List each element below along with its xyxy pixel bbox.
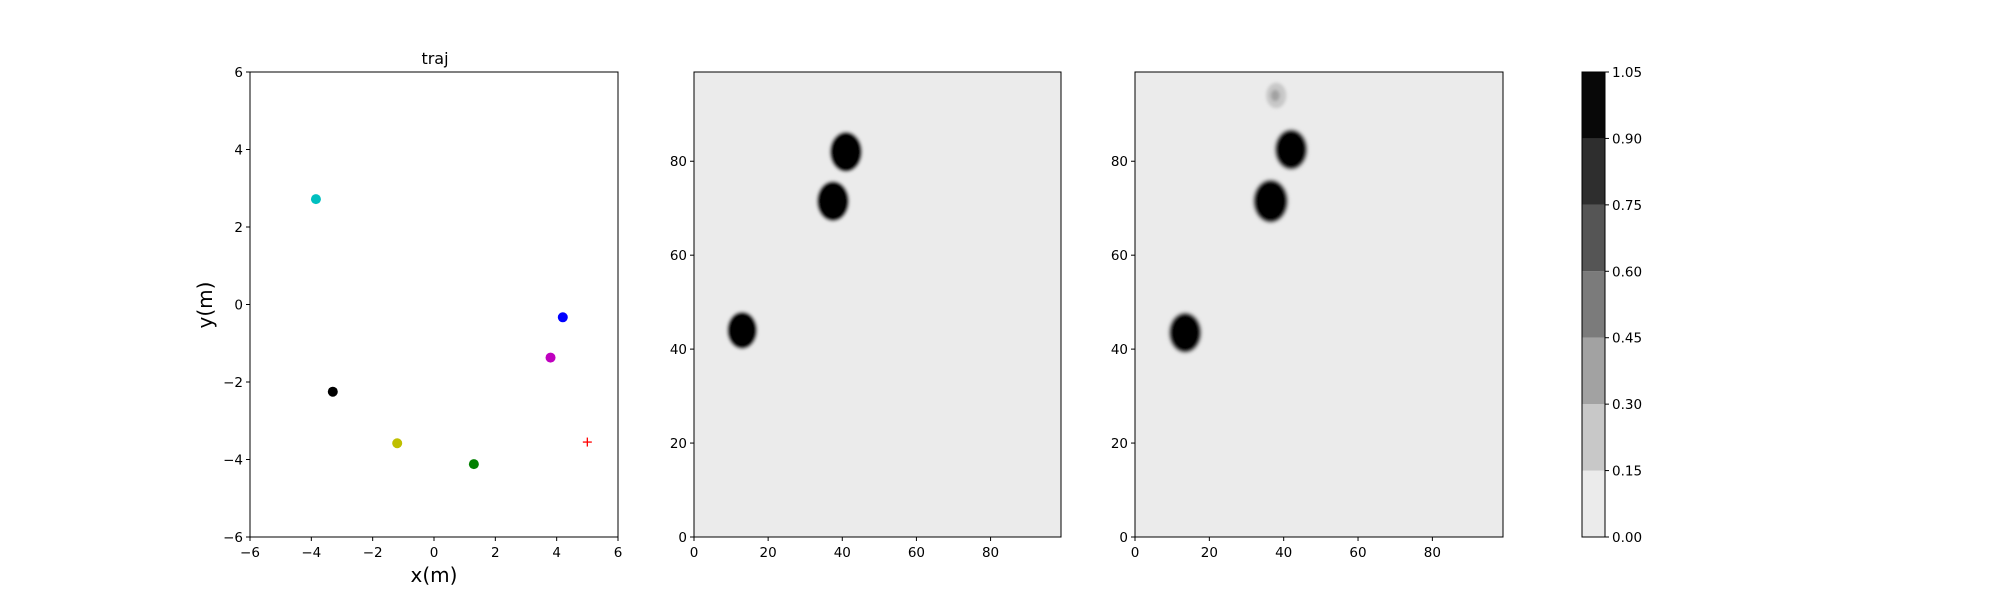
colorbar-segment — [1582, 72, 1605, 139]
traj-point — [310, 194, 321, 205]
heatmap-2-y-tick-label: 60 — [1111, 248, 1128, 264]
colorbar-tick-label: 0.15 — [1612, 464, 1642, 480]
heatmap-1-x-tick-label: 40 — [834, 545, 851, 561]
heatmap-2-blob — [1266, 82, 1287, 109]
traj-y-axis-label: y(m) — [193, 282, 217, 329]
heatmap-1-x-tick-label: 80 — [982, 545, 999, 561]
traj-y-tick-label: 6 — [234, 65, 243, 81]
heatmap-1-x-tick-label: 60 — [908, 545, 925, 561]
colorbar-tick-label: 0.45 — [1612, 331, 1642, 347]
heatmap-1-blob — [726, 310, 758, 350]
traj-x-tick-label: 0 — [430, 545, 439, 561]
colorbar-segment — [1582, 271, 1605, 338]
traj-y-tick-label: −6 — [223, 530, 243, 546]
heatmap-2-y-tick-label: 40 — [1111, 342, 1128, 358]
colorbar-tick-label: 1.05 — [1612, 65, 1642, 81]
traj-point — [392, 438, 403, 449]
heatmap-1-background — [694, 72, 1061, 537]
heatmap-1-blob — [829, 131, 863, 173]
colorbar-segment — [1582, 337, 1605, 405]
heatmap-2-axes-frame — [1134, 71, 1504, 538]
heatmap-panel-2: 0 20 40 60 80 0 20 40 60 80 — [1111, 71, 1504, 561]
traj-title: traj — [421, 49, 448, 68]
colorbar-tick-label: 0.90 — [1612, 131, 1642, 147]
colorbar-tick-label: 0.30 — [1612, 397, 1642, 413]
heatmap-1-x-tick-label: 0 — [690, 545, 699, 561]
heatmap-1-y-tick-label: 80 — [670, 154, 687, 170]
heatmap-2-blob — [1168, 311, 1203, 354]
traj-x-tick-label: 4 — [552, 545, 561, 561]
traj-y-tick-label: 2 — [234, 220, 243, 236]
traj-x-axis-label: x(m) — [411, 563, 458, 587]
heatmap-2-y-tick-label: 80 — [1111, 154, 1128, 170]
heatmap-1-blob — [816, 180, 850, 222]
colorbar-tick-label: 0.00 — [1612, 530, 1642, 546]
colorbar-tick-label: 0.60 — [1612, 264, 1642, 280]
traj-y-tick-label: −2 — [223, 375, 243, 391]
heatmap-2-y-tick-label: 20 — [1111, 436, 1128, 452]
heatmap-1-x-tick-label: 20 — [760, 545, 777, 561]
heatmap-2-blob — [1252, 178, 1289, 224]
heatmap-2-blob — [1274, 128, 1308, 171]
traj-plot-area — [250, 72, 618, 537]
traj-goal-marker — [582, 437, 592, 447]
colorbar-frame — [1581, 71, 1606, 538]
traj-panel: traj −6 −4 −2 0 2 4 6 −6 −4 −2 0 2 4 6 x(m) y(m) — [193, 49, 622, 587]
colorbar-segment — [1582, 404, 1605, 471]
heatmap-2-y-tick-label: 0 — [1119, 530, 1128, 546]
heatmap-panel-1: 0 20 40 60 80 0 20 40 60 80 — [670, 71, 1062, 561]
traj-x-tick-label: 2 — [491, 545, 500, 561]
traj-y-tick-label: 0 — [234, 298, 243, 314]
colorbar: 0.00 0.15 0.30 0.45 0.60 0.75 0.90 1.05 — [1581, 65, 1642, 546]
traj-x-tick-label: 6 — [614, 545, 623, 561]
heatmap-2-x-tick-label: 0 — [1131, 545, 1140, 561]
traj-y-tick-label: −4 — [223, 453, 243, 469]
traj-y-tick-label: 4 — [234, 143, 243, 159]
traj-x-tick-label: −4 — [301, 545, 321, 561]
traj-point — [545, 352, 556, 363]
heatmap-1-y-tick-label: 60 — [670, 248, 687, 264]
traj-point — [327, 386, 338, 397]
heatmap-1-y-tick-label: 40 — [670, 342, 687, 358]
traj-point — [468, 459, 479, 470]
heatmap-2-x-tick-label: 60 — [1349, 545, 1366, 561]
traj-x-tick-label: −6 — [240, 545, 260, 561]
colorbar-tick-label: 0.75 — [1612, 198, 1642, 214]
heatmap-1-y-tick-label: 20 — [670, 436, 687, 452]
colorbar-segment — [1582, 138, 1605, 205]
heatmap-2-x-tick-label: 20 — [1201, 545, 1218, 561]
colorbar-segment — [1582, 470, 1605, 537]
traj-point — [557, 312, 568, 323]
traj-x-tick-label: −2 — [363, 545, 383, 561]
heatmap-1-y-tick-label: 0 — [678, 530, 687, 546]
heatmap-2-x-tick-label: 40 — [1275, 545, 1292, 561]
colorbar-segment — [1582, 204, 1605, 272]
heatmap-1-axes-frame — [693, 71, 1062, 538]
heatmap-2-x-tick-label: 80 — [1424, 545, 1441, 561]
heatmap-2-background — [1135, 72, 1503, 537]
